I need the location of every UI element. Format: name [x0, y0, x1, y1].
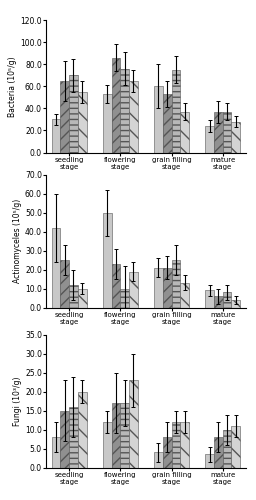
- Bar: [214, 296, 223, 308]
- Bar: [112, 58, 120, 152]
- Bar: [69, 285, 78, 308]
- Bar: [214, 112, 223, 152]
- Bar: [154, 268, 163, 308]
- Bar: [223, 112, 231, 152]
- Bar: [180, 283, 189, 308]
- Bar: [205, 290, 214, 308]
- Bar: [223, 430, 231, 468]
- Bar: [60, 80, 69, 152]
- Bar: [172, 422, 180, 468]
- Bar: [103, 422, 112, 468]
- Bar: [60, 410, 69, 468]
- Bar: [180, 422, 189, 468]
- Y-axis label: Bacteria (10⁵/g): Bacteria (10⁵/g): [8, 56, 17, 116]
- Bar: [78, 288, 87, 308]
- Bar: [163, 437, 172, 468]
- Bar: [154, 86, 163, 152]
- Bar: [120, 288, 129, 308]
- Bar: [129, 272, 138, 308]
- Bar: [223, 292, 231, 308]
- Bar: [120, 68, 129, 152]
- Bar: [172, 70, 180, 152]
- Bar: [129, 80, 138, 152]
- Bar: [214, 437, 223, 468]
- Bar: [78, 392, 87, 468]
- Bar: [172, 260, 180, 308]
- Bar: [120, 403, 129, 468]
- Bar: [231, 426, 240, 468]
- Bar: [69, 75, 78, 152]
- Bar: [103, 94, 112, 152]
- Bar: [52, 228, 60, 308]
- Bar: [180, 112, 189, 152]
- Bar: [163, 268, 172, 308]
- Bar: [163, 94, 172, 152]
- Bar: [69, 407, 78, 468]
- Bar: [129, 380, 138, 468]
- Bar: [205, 454, 214, 468]
- Bar: [231, 122, 240, 152]
- Y-axis label: Actinomyceles (10⁵/g): Actinomyceles (10⁵/g): [13, 199, 22, 283]
- Bar: [60, 260, 69, 308]
- Bar: [112, 403, 120, 468]
- Bar: [154, 452, 163, 468]
- Bar: [103, 213, 112, 308]
- Bar: [112, 264, 120, 308]
- Bar: [205, 126, 214, 152]
- Bar: [52, 120, 60, 152]
- Bar: [52, 437, 60, 468]
- Bar: [78, 92, 87, 152]
- Bar: [231, 300, 240, 308]
- Y-axis label: Fungi (10³/g): Fungi (10³/g): [13, 376, 22, 426]
